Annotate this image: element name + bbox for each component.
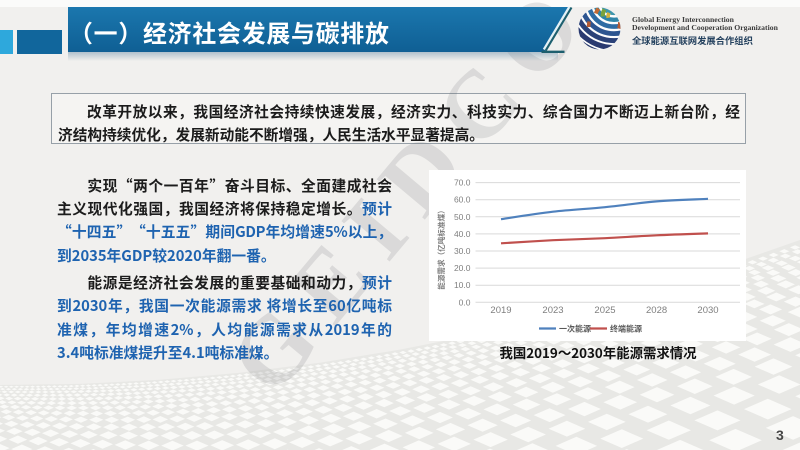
svg-text:能源需求（亿吨标准煤）: 能源需求（亿吨标准煤） (436, 206, 447, 290)
svg-text:40.0: 40.0 (454, 229, 471, 239)
svg-text:70.0: 70.0 (454, 178, 471, 188)
svg-text:60.0: 60.0 (454, 195, 471, 205)
svg-text:一次能源: 一次能源 (559, 323, 591, 334)
svg-text:0.0: 0.0 (459, 297, 471, 307)
svg-text:2028: 2028 (646, 305, 667, 316)
svg-text:10.0: 10.0 (454, 280, 471, 290)
svg-text:2023: 2023 (542, 305, 563, 316)
svg-text:终端能源: 终端能源 (610, 323, 642, 334)
svg-text:30.0: 30.0 (454, 246, 471, 256)
svg-text:50.0: 50.0 (454, 212, 471, 222)
svg-text:20.0: 20.0 (454, 263, 471, 273)
svg-text:2030: 2030 (697, 305, 718, 316)
svg-text:2025: 2025 (594, 305, 615, 316)
svg-text:2019: 2019 (490, 305, 511, 316)
